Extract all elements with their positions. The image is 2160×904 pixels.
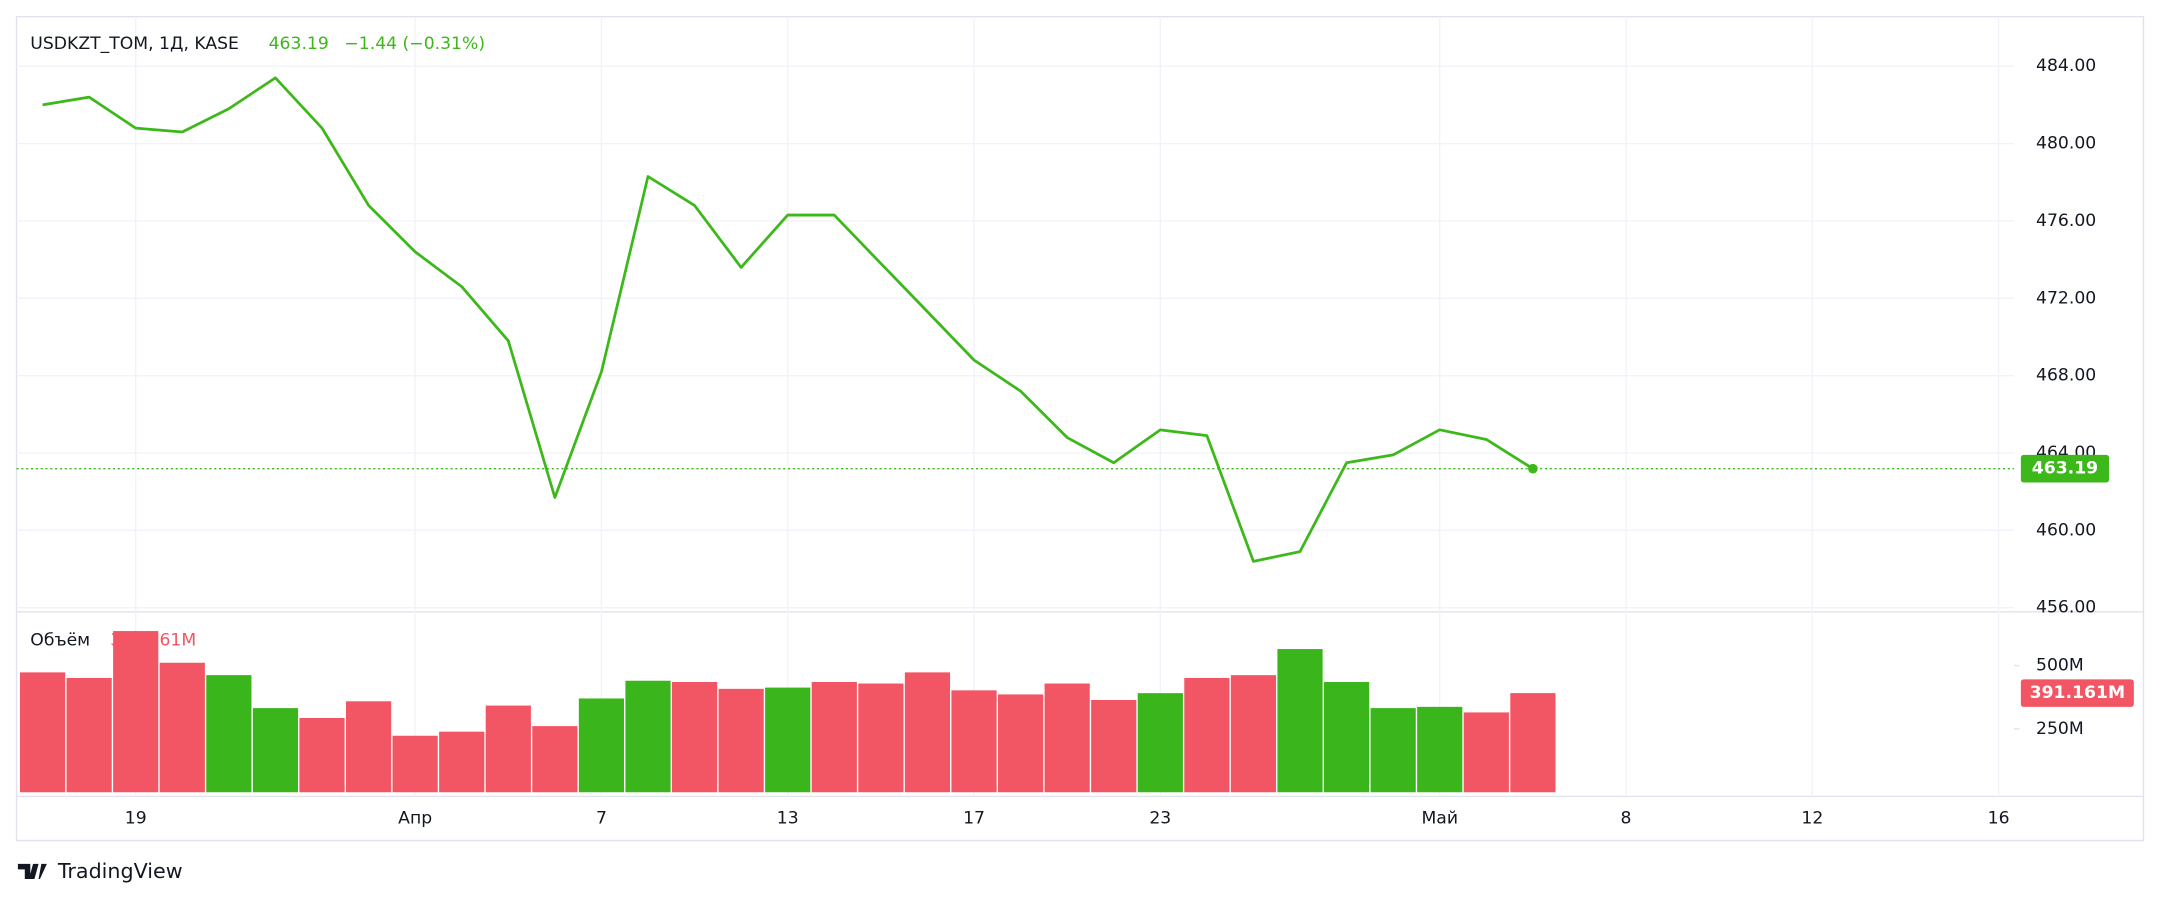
volume-bar [532, 726, 578, 793]
volume-bar [252, 708, 299, 793]
volume-last-tag [2020, 679, 2134, 707]
volume-bar [345, 701, 392, 793]
volume-bar [625, 680, 671, 793]
volume-bar [858, 683, 904, 793]
logo: TradingView [17, 859, 183, 883]
volume-bar [1184, 677, 1230, 793]
volume-bar [159, 662, 205, 793]
last-point [1528, 463, 1538, 474]
volume-bar [206, 675, 252, 793]
y-tick-label: 476.00 [2036, 211, 2096, 231]
price-line [42, 76, 1534, 563]
y-tick-label: 456.00 [2036, 598, 2096, 618]
volume-bar [1510, 693, 1556, 793]
volume-bar [997, 694, 1044, 793]
volume-bar [1230, 675, 1277, 793]
y-tick-label: 472.00 [2036, 288, 2096, 308]
y-tick-label: 484.00 [2036, 56, 2096, 76]
x-tick-label: 13 [777, 808, 799, 828]
volume-bar [439, 731, 485, 793]
volume-bar [671, 682, 718, 793]
volume-bar [578, 698, 625, 793]
volume-bar [1463, 712, 1509, 793]
volume-last: 391.161M [110, 631, 196, 651]
header-price: 463.19 [269, 34, 329, 54]
x-tick-label: Май [1421, 808, 1458, 828]
x-tick-label: 17 [963, 808, 985, 828]
header-change: −1.44 (−0.31%) [344, 34, 485, 54]
volume-bar [718, 688, 764, 793]
x-tick-label: 8 [1621, 808, 1632, 828]
volume-bar [1277, 649, 1323, 793]
price-tag [2020, 454, 2110, 483]
volume-bar [1324, 682, 1370, 793]
volume-bar [392, 735, 438, 793]
x-tick-label: 23 [1149, 808, 1171, 828]
brand: TradingView [57, 859, 183, 883]
volume-bar [113, 631, 159, 793]
volume-last-tag-label: 391.161M [2030, 683, 2125, 703]
x-tick-label: 16 [1988, 808, 2010, 828]
y-tick-label: 468.00 [2036, 366, 2096, 386]
volume-bar [1044, 683, 1090, 793]
volume-bar [485, 705, 531, 793]
volume-title: Объём [30, 631, 90, 651]
volume-bar [19, 672, 66, 793]
volume-bar [904, 672, 951, 793]
y-tick-label: 500M [2036, 656, 2084, 676]
volume-bar [765, 687, 811, 793]
y-tick-label: 460.00 [2036, 520, 2096, 540]
volume-bar [1417, 706, 1463, 793]
y-tick-label: 250M [2036, 719, 2084, 739]
price-tag-label: 463.19 [2032, 459, 2098, 479]
volume-bar [299, 717, 345, 793]
volume-bar [1091, 699, 1137, 793]
x-tick-label: 12 [1801, 808, 1823, 828]
symbol-title: USDKZT_TOM, 1Д, KASE [30, 34, 239, 54]
volume-bar [66, 677, 112, 793]
y-tick-label: 480.00 [2036, 134, 2096, 154]
x-tick-label: Апр [398, 808, 432, 828]
volume-bar [1137, 693, 1183, 793]
volume-bar [951, 690, 997, 793]
x-tick-label: 7 [596, 808, 607, 828]
volume-bar [1370, 708, 1416, 793]
volume-bar [811, 682, 857, 793]
x-tick-label: 19 [125, 808, 147, 828]
